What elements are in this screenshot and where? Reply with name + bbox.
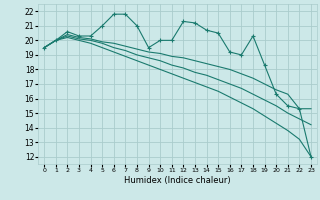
X-axis label: Humidex (Indice chaleur): Humidex (Indice chaleur) — [124, 176, 231, 185]
